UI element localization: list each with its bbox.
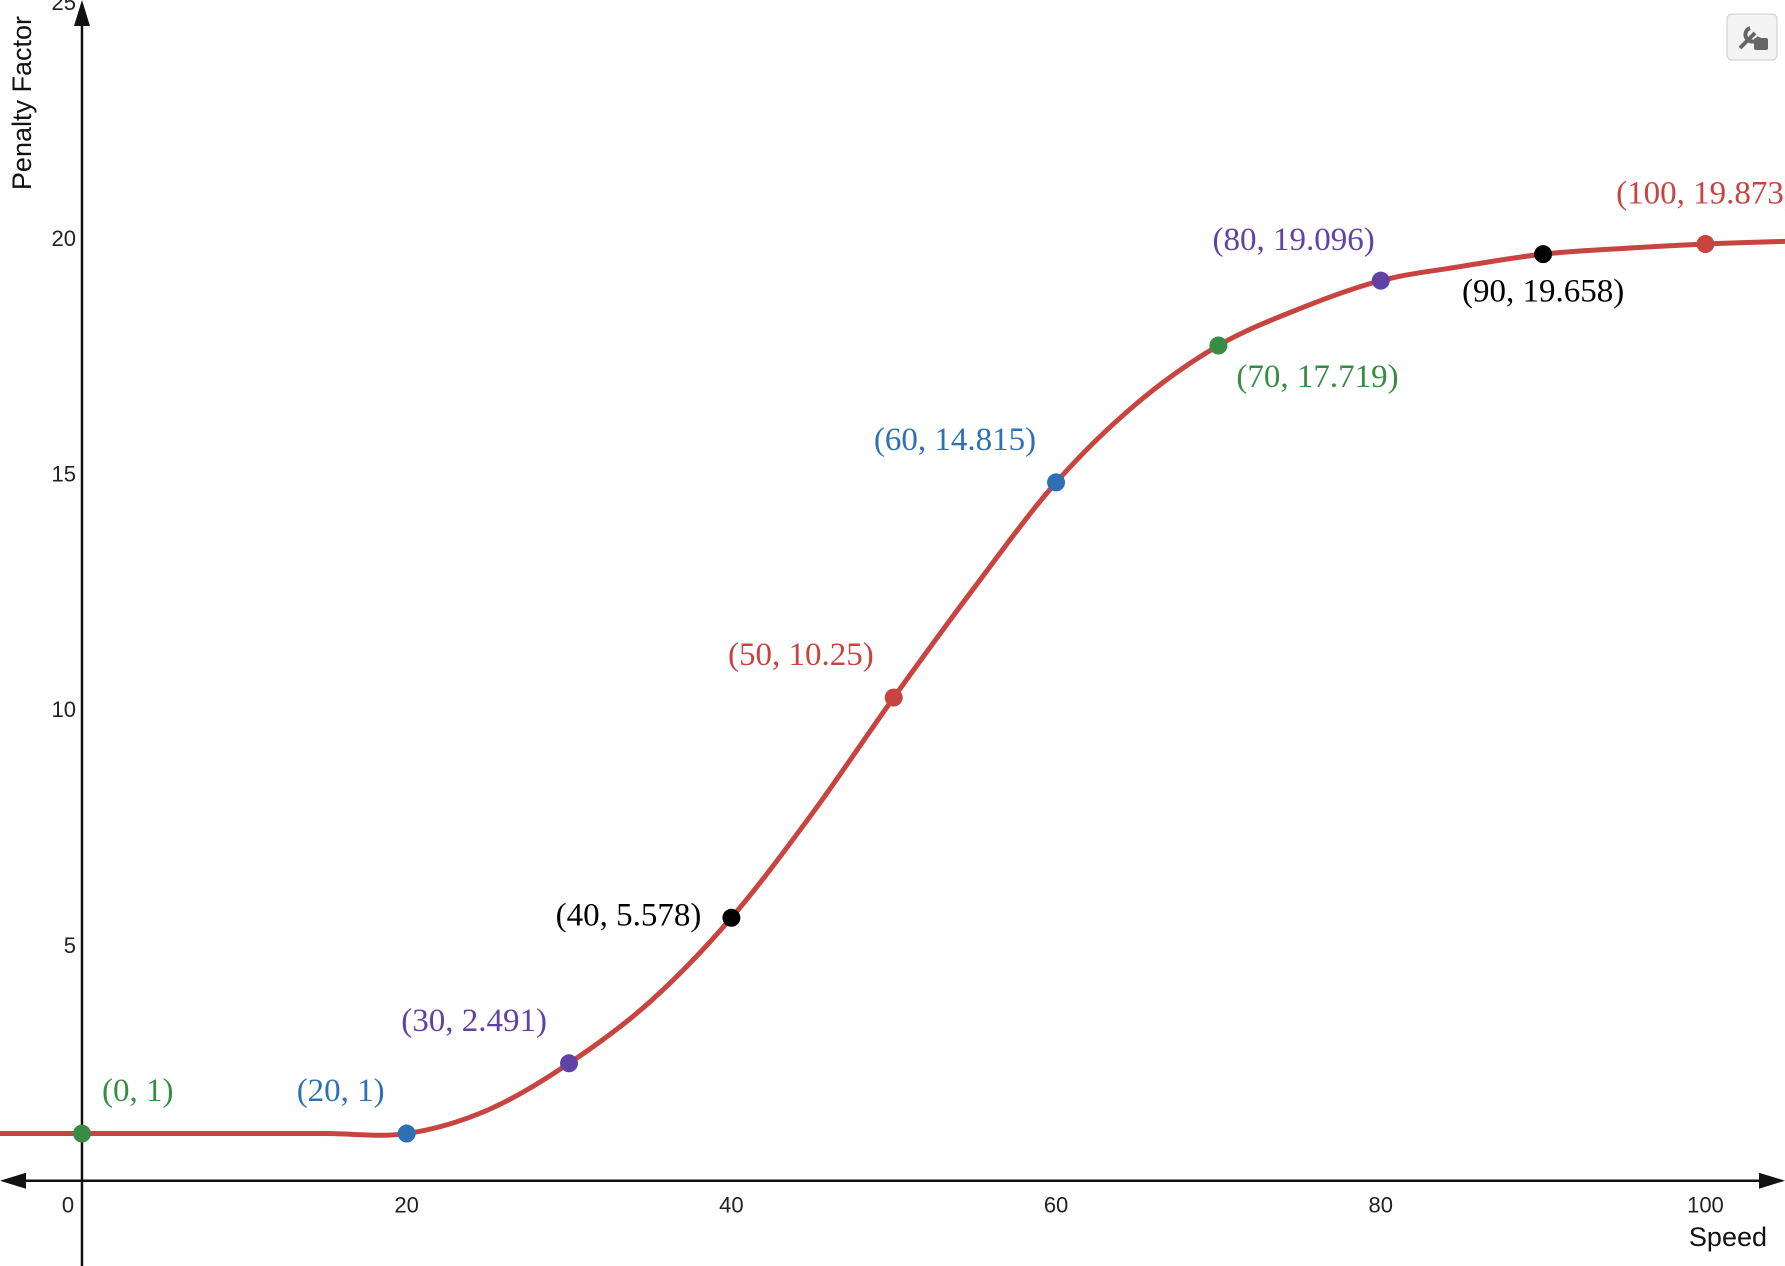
point-label: (90, 19.658) — [1462, 274, 1624, 310]
point-label: (40, 5.578) — [556, 897, 702, 933]
x-tick-label: 100 — [1687, 1193, 1724, 1218]
y-tick-label: 10 — [52, 697, 76, 722]
lock-icon — [1754, 38, 1768, 50]
x-axis-title: Speed — [1689, 1222, 1767, 1252]
point — [1371, 271, 1390, 290]
plot — [0, 235, 1785, 1143]
y-tick-label: 5 — [64, 933, 76, 958]
x-tick-label: 80 — [1369, 1193, 1393, 1218]
labels: 0 20 40 60 80 100 5 10 15 20 25 Speed Penalty Factor… — [7, 0, 1785, 1252]
point — [1534, 245, 1553, 264]
point-label: (50, 10.25) — [728, 637, 874, 673]
y-axis-title: Penalty Factor — [7, 16, 37, 190]
point-label: (30, 2.491) — [401, 1003, 547, 1039]
point-label: (20, 1) — [297, 1073, 385, 1109]
point — [72, 1124, 91, 1143]
y-tick-label: 20 — [52, 226, 76, 251]
point — [397, 1124, 416, 1143]
point-label: (60, 14.815) — [874, 422, 1036, 458]
point — [1047, 473, 1066, 492]
point — [1209, 336, 1228, 355]
y-axis-arrow — [73, 0, 90, 26]
point — [1696, 235, 1715, 254]
x-tick-label: 40 — [719, 1193, 743, 1218]
point-label: (0, 1) — [102, 1073, 173, 1109]
point — [884, 688, 903, 707]
point — [560, 1054, 579, 1073]
point-label: (100, 19.873) — [1616, 176, 1785, 212]
settings-button[interactable] — [1726, 13, 1778, 61]
point-label: (70, 17.719) — [1236, 359, 1398, 395]
y-tick-label: 25 — [52, 0, 76, 15]
point-label: (80, 19.096) — [1213, 222, 1375, 258]
y-tick-label: 15 — [52, 462, 76, 487]
x-tick-label: 20 — [394, 1193, 418, 1218]
x-tick-label: 60 — [1044, 1193, 1068, 1218]
point — [722, 908, 741, 927]
x-tick-label: 0 — [62, 1193, 74, 1218]
